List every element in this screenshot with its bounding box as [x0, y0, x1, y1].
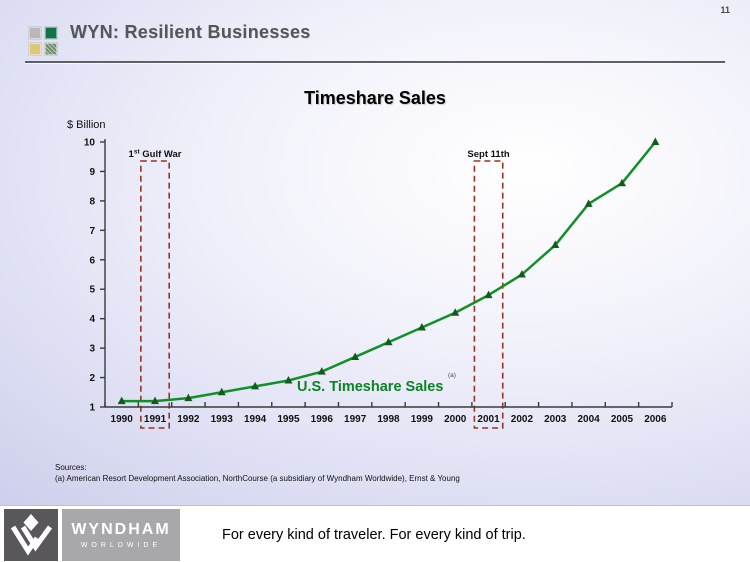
- annotation-2001: Sept 11th: [467, 149, 510, 429]
- series-label: U.S. Timeshare Sales: [297, 379, 443, 395]
- brand-squares-logo: [28, 26, 58, 56]
- svg-text:2002: 2002: [511, 414, 534, 425]
- y-axis-unit-label: $ Billion: [67, 119, 106, 131]
- chart-title: Timeshare Sales: [304, 88, 446, 108]
- x-axis-labels: 1990 1991 1992 1993 1994 1995 1996 1997 1998 1999…: [111, 414, 667, 425]
- series-line: [121, 141, 657, 403]
- slide-title: WYN: Resilient Businesses: [70, 22, 311, 42]
- svg-text:1998: 1998: [377, 414, 400, 425]
- svg-text:1991: 1991: [144, 414, 167, 425]
- logo-square-0: [28, 26, 42, 40]
- svg-text:10: 10: [84, 138, 96, 149]
- svg-text:8: 8: [89, 196, 95, 207]
- sources-line: (a) American Resort Development Associat…: [55, 474, 460, 483]
- sources-block: Sources: (a) American Resort Development…: [55, 462, 460, 484]
- svg-text:7: 7: [89, 226, 95, 237]
- svg-text:1999: 1999: [411, 414, 434, 425]
- logo-square-3: [44, 42, 58, 56]
- svg-text:2006: 2006: [644, 414, 667, 425]
- svg-text:6: 6: [89, 255, 95, 266]
- logo-square-2: [28, 42, 42, 56]
- svg-text:1: 1: [89, 403, 95, 414]
- svg-text:2: 2: [89, 373, 95, 384]
- y-axis-labels: 1 2 3 4 5 6 7 8 9 10: [84, 138, 96, 414]
- svg-text:1990: 1990: [111, 414, 134, 425]
- svg-text:2003: 2003: [544, 414, 567, 425]
- svg-text:1997: 1997: [344, 414, 367, 425]
- timeshare-sales-line-chart: 1st Gulf War Sept 11th 1 2 3 4 5 6 7 8 9 10 1990 1991…: [84, 137, 673, 429]
- logo-square-1: [44, 26, 58, 40]
- svg-text:1st Gulf War: 1st Gulf War: [129, 149, 182, 161]
- svg-text:Sept 11th: Sept 11th: [467, 149, 509, 160]
- sources-heading: Sources:: [55, 463, 87, 472]
- svg-text:2000: 2000: [444, 414, 467, 425]
- wyndham-wordmark: WYNDHAM WORLDWIDE: [62, 509, 180, 561]
- svg-text:2001: 2001: [477, 414, 500, 425]
- svg-text:1993: 1993: [211, 414, 234, 425]
- brand-name: WYNDHAM: [71, 521, 171, 538]
- series-label-note: (a): [448, 372, 456, 379]
- svg-text:2004: 2004: [577, 414, 600, 425]
- wyndham-w-icon: [10, 514, 53, 556]
- svg-text:1996: 1996: [311, 414, 334, 425]
- footer-tagline: For every kind of traveler. For every ki…: [222, 527, 526, 543]
- page-number: 11: [720, 5, 730, 15]
- header-divider: [25, 61, 725, 63]
- svg-text:1992: 1992: [177, 414, 200, 425]
- svg-text:1995: 1995: [277, 414, 300, 425]
- svg-text:4: 4: [89, 314, 95, 325]
- svg-text:2005: 2005: [611, 414, 634, 425]
- series-markers: [117, 137, 660, 405]
- svg-text:3: 3: [89, 344, 95, 355]
- brand-subname: WORLDWIDE: [80, 542, 162, 549]
- annotation-1991: 1st Gulf War: [129, 149, 182, 429]
- axes: [100, 139, 673, 408]
- wyndham-w-logo: [4, 509, 58, 561]
- svg-text:1994: 1994: [244, 414, 267, 425]
- svg-text:5: 5: [89, 285, 95, 296]
- svg-text:9: 9: [89, 167, 95, 178]
- footer-bar: WYNDHAM WORLDWIDE For every kind of trav…: [0, 505, 750, 562]
